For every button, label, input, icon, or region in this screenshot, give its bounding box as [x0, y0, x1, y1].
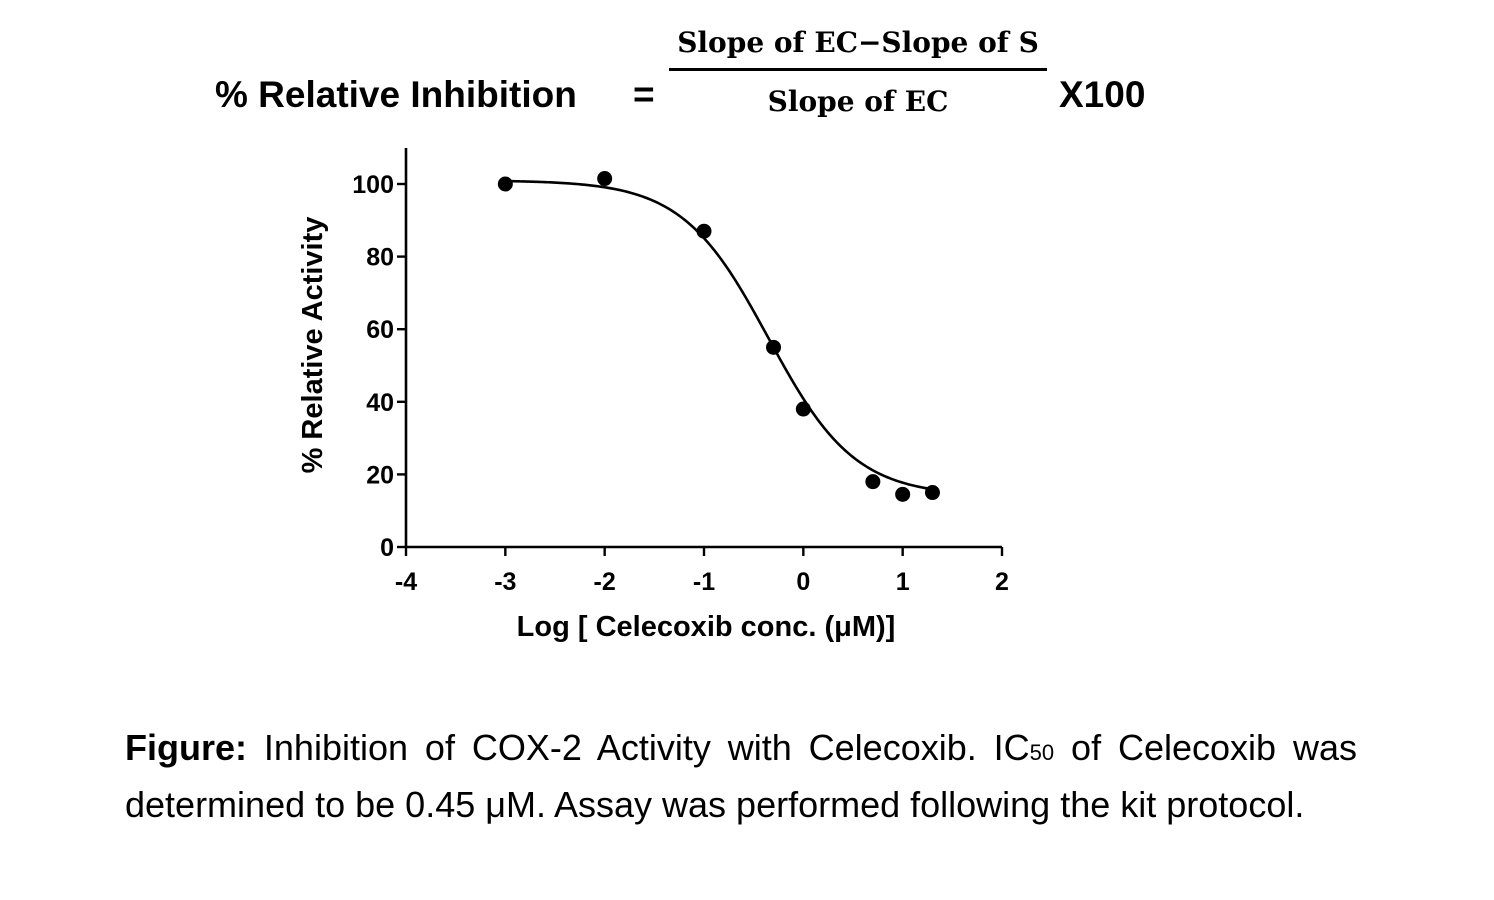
relative-inhibition-formula: % Relative Inhibition = Slope of EC−Slop… [215, 22, 1175, 132]
x-axis-label: Log [ Celecoxib conc. (μM)] [517, 611, 896, 643]
x-axis-ticks: -4 -3 -2 -1 0 1 2 [395, 547, 1009, 596]
formula-fraction-bar [669, 68, 1047, 71]
formula-multiplier: X100 [1059, 74, 1146, 115]
data-point [696, 223, 712, 239]
x-tick-label: -2 [594, 568, 616, 596]
formula-equals: = [633, 74, 655, 115]
formula-denominator: Slope of EC [767, 85, 949, 118]
data-point [865, 474, 881, 490]
x-tick-label: 0 [796, 568, 810, 596]
x-tick-label: -4 [395, 568, 417, 596]
formula-numerator: Slope of EC−Slope of S [677, 26, 1039, 59]
data-point [766, 339, 782, 355]
x-tick-label: 1 [896, 568, 910, 596]
caption-lead: Figure: [125, 727, 247, 768]
caption-text-1: Inhibition of COX-2 Activity with Celeco… [247, 727, 1030, 768]
caption-text-2: of Celecoxib was determined to be 0.45 μ… [125, 727, 1357, 825]
x-tick-label: -3 [494, 568, 516, 596]
data-point [795, 401, 811, 417]
chart-axes [404, 148, 1002, 549]
y-tick-label: 80 [366, 244, 394, 272]
formula-lhs: % Relative Inhibition [215, 74, 577, 115]
y-tick-label: 60 [366, 316, 394, 344]
y-axis-label: % Relative Activity [297, 217, 329, 474]
y-axis-ticks: 0 20 40 60 80 100 [352, 171, 406, 562]
data-point [924, 485, 940, 501]
data-point [497, 176, 513, 192]
formula-fraction: Slope of EC−Slope of S Slope of EC [667, 22, 1049, 118]
data-point [597, 171, 613, 187]
caption-subscript: 50 [1029, 740, 1055, 765]
figure-caption: Figure: Inhibition of COX-2 Activity wit… [125, 722, 1357, 831]
y-tick-label: 100 [352, 171, 394, 199]
x-tick-label: 2 [995, 568, 1009, 596]
y-tick-label: 20 [366, 461, 394, 489]
data-point [895, 486, 911, 502]
y-tick-label: 0 [380, 534, 394, 562]
dose-response-chart: -4 -3 -2 -1 0 1 2 0 20 40 60 80 100 Log [ Celecoxib… [297, 148, 1009, 643]
data-points [497, 171, 940, 502]
y-tick-label: 40 [366, 389, 394, 417]
fit-curve [505, 179, 933, 491]
x-tick-label: -1 [693, 568, 715, 596]
